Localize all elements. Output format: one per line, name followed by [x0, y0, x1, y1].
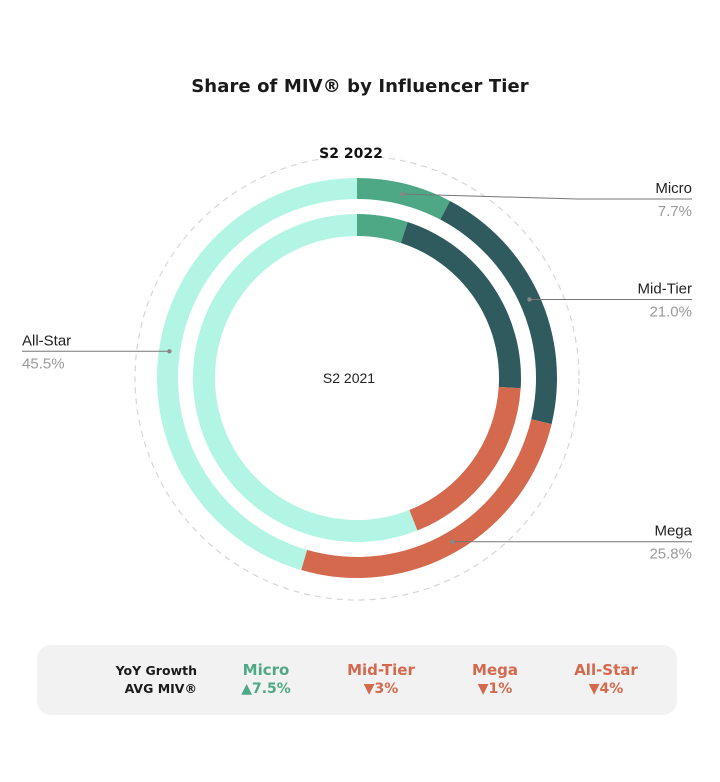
- chart-title: Share of MIV® by Influencer Tier: [191, 76, 529, 97]
- inner-slice-mid-tier: [400, 222, 521, 389]
- growth-heading-line2: AVG MIV®: [124, 681, 197, 696]
- outer-ring-caption: S2 2022: [319, 146, 383, 162]
- outer-slice-micro: [357, 178, 451, 220]
- growth-item-mega: Mega ▼1%: [440, 661, 550, 699]
- outer-slice-mid-tier: [440, 200, 557, 425]
- inner-slice-micro: [357, 214, 408, 243]
- inner-slice-all-star: [192, 213, 418, 542]
- slice-label-micro: Micro: [655, 180, 692, 197]
- slice-value-micro: 7.7%: [658, 203, 692, 220]
- growth-value: ▲7.5%: [241, 681, 291, 697]
- slice-value-mega: 25.8%: [649, 546, 692, 563]
- growth-value: ▼4%: [588, 681, 624, 697]
- slice-label-all-star: All-Star: [22, 332, 71, 349]
- outer-slice-all-star: [157, 178, 357, 571]
- arrow-down-icon: ▼: [363, 681, 375, 697]
- growth-name: Mega: [472, 661, 518, 679]
- outer-ring-2022: [157, 178, 557, 578]
- leader-dot-mid-tier: [527, 297, 532, 302]
- growth-name: Mid-Tier: [347, 661, 415, 679]
- growth-item-mid-tier: Mid-Tier ▼3%: [326, 661, 436, 699]
- growth-item-micro: Micro ▲7.5%: [211, 661, 321, 699]
- leader-lines: [22, 191, 692, 544]
- growth-name: All-Star: [574, 661, 638, 679]
- growth-name: Micro: [242, 661, 290, 679]
- leader-dot-mega: [450, 539, 455, 544]
- inner-ring-2021: [192, 213, 521, 542]
- yoy-growth-panel: YoY Growth AVG MIV® Micro ▲7.5% Mid-Tier…: [37, 645, 677, 715]
- growth-value: ▼3%: [363, 681, 399, 697]
- growth-heading-line1: YoY Growth: [115, 663, 197, 678]
- inner-ring-caption: S2 2021: [323, 370, 375, 386]
- slice-labels: Micro 7.7% Mid-Tier 21.0% Mega 25.8% All-Star 4…: [22, 180, 693, 563]
- outer-slice-mega: [301, 419, 552, 578]
- growth-value: ▼1%: [477, 681, 513, 697]
- leader-dot-micro: [400, 191, 405, 197]
- arrow-down-icon: ▼: [477, 681, 489, 697]
- slice-label-mid-tier: Mid-Tier: [638, 280, 692, 297]
- slice-value-mid-tier: 21.0%: [649, 303, 692, 320]
- leader-dot-all-star: [167, 349, 172, 354]
- growth-heading: YoY Growth AVG MIV®: [77, 662, 197, 698]
- arrow-down-icon: ▼: [588, 681, 600, 697]
- slice-label-mega: Mega: [654, 523, 692, 540]
- slice-value-all-star: 45.5%: [22, 355, 65, 372]
- outer-guide-circle: [134, 155, 580, 601]
- growth-item-all-star: All-Star ▼4%: [551, 661, 661, 699]
- arrow-up-icon: ▲: [241, 681, 252, 697]
- inner-slice-mega: [409, 386, 521, 531]
- double-donut-chart: Micro 7.7% Mid-Tier 21.0% Mega 25.8% All-Star 4…: [22, 146, 693, 601]
- leader-line-micro: [402, 193, 692, 200]
